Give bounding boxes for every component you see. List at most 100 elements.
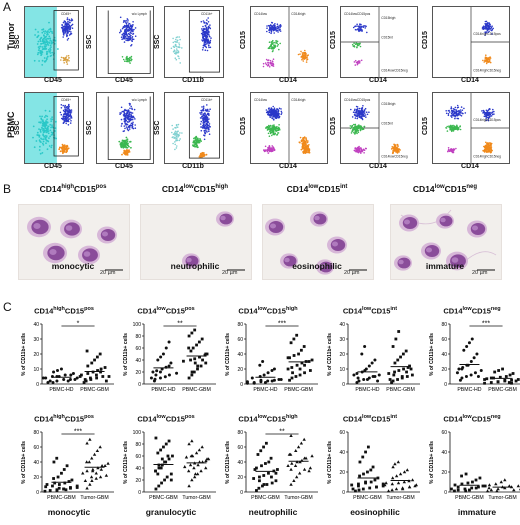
data-point [450,487,453,491]
data-point [55,379,59,383]
y-tick-label: 20 [339,352,345,358]
data-point [376,476,380,480]
data-point [158,370,162,374]
data-point [390,488,394,492]
title-marker: CD14 [161,184,184,194]
data-point [98,352,102,356]
y-axis-label: % of CD11b+ cells [225,333,231,376]
data-point [258,363,262,367]
data-point [465,345,469,348]
data-point [464,472,468,476]
data-point [252,477,256,480]
data-point [68,378,72,381]
data-point [175,371,179,375]
data-point [396,481,401,485]
title-sup: int [390,414,398,420]
data-point [164,442,168,446]
title-marker: CD15 [266,414,286,424]
data-point [391,379,395,383]
scatter-title: CD14lowCD15neg [422,414,520,424]
data-point [277,378,281,381]
data-point [289,433,293,438]
y-tick-label: 0 [342,490,345,496]
data-point [499,480,503,484]
data-point [81,471,85,475]
data-point [204,352,208,356]
data-point [390,476,395,480]
y-tick-label: 20 [33,352,39,358]
data-point [370,361,374,365]
data-point [298,373,302,377]
data-point [497,369,501,372]
significance-marker: ** [279,429,285,436]
data-point [255,489,258,492]
data-point [287,452,292,456]
scatter-title: CD14lowCD15int [320,306,420,316]
data-point [91,467,95,471]
title-marker: CD14 [238,306,258,316]
data-point [193,361,197,365]
data-point [193,328,197,332]
data-point [397,369,401,372]
micrograph-caption: immature [425,261,465,271]
data-point [107,375,111,378]
data-point [286,367,290,371]
flow-dotplot: CD14lowCD15pos CD15high CD15int CD14lowCD15… [341,93,408,163]
data-point [163,460,166,464]
significance-marker: ** [177,321,183,328]
micrograph-cells [182,211,245,271]
scatter-caption: immature [457,507,497,517]
y-tick-label: 20 [237,475,243,481]
data-point [483,484,487,488]
data-point [369,468,373,472]
scatter-caption: eosinophilic [350,507,400,517]
data-point [255,466,258,470]
data-point [288,356,291,360]
data-point [393,370,396,374]
flow-plot-tumor-1: CD45+ [24,6,84,78]
data-point [161,352,165,356]
data-point [276,468,279,471]
data-point [154,469,157,473]
data-point [295,333,299,337]
data-point [503,486,507,490]
data-point [95,448,100,453]
gate-label: CD14highCD15pos [473,118,501,122]
x-tick-label: PBMC-GBM [182,387,211,393]
data-point [390,381,393,384]
data-point [106,461,110,465]
gate-label: CD45+ [61,12,71,16]
data-point [55,456,59,460]
flow-x-label: CD45 [115,77,133,84]
title-sup: low [183,184,194,191]
data-point [303,363,306,367]
data-point [464,375,468,378]
y-tick-label: 20 [237,367,243,373]
data-point [169,472,173,476]
data-point [295,363,299,367]
data-point [259,449,263,453]
data-point [193,357,197,361]
title-sup: pos [84,414,94,420]
data-point [245,380,249,384]
data-point [272,378,276,382]
data-point [293,463,298,468]
y-tick-label: 60 [237,445,243,451]
data-point [51,381,55,384]
data-point [394,487,399,491]
gate-label: CD15high [381,102,395,106]
data-point [167,340,171,344]
title-marker: CD14 [137,306,157,316]
x-tick-label: Tumor-GBM [80,495,108,501]
data-point [192,370,196,374]
y-tick-label: 60 [135,454,141,460]
data-point [192,466,196,470]
y-tick-label: 0 [36,490,39,496]
data-point [201,358,204,362]
data-point [410,373,414,377]
x-tick-label: PBMC-GBM [284,387,313,393]
data-point [489,381,493,384]
title-marker: CD15 [64,414,85,424]
micrograph-image [262,204,374,280]
data-point [483,378,486,381]
